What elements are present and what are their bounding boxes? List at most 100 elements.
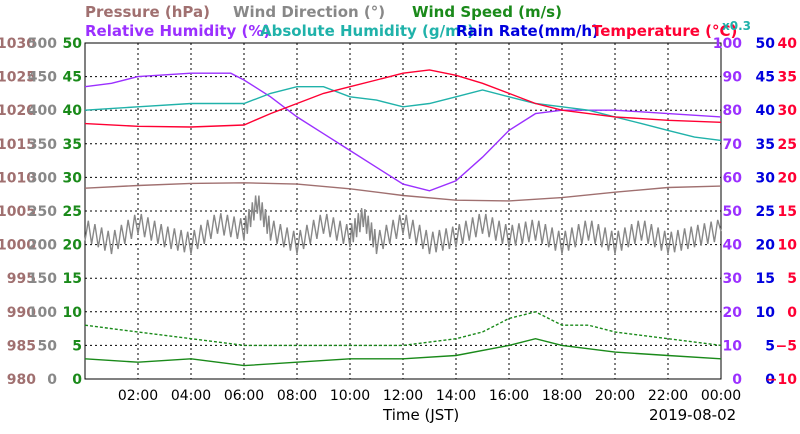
date-label: 2019-08-02 — [649, 406, 736, 424]
left-tick-label-wind-speed: 45 — [63, 70, 82, 86]
x-tick-label: 06:00 — [224, 388, 264, 404]
left-tick-label-wind-direction: 300 — [28, 170, 57, 186]
left-axes: 1030102510201015101010051000995990985980… — [0, 36, 82, 388]
right-tick-label-rain-rate: 0 — [765, 372, 775, 388]
left-tick-label-pressure: 1020 — [0, 103, 36, 119]
series-line-wind-direction — [84, 195, 722, 255]
right-tick-label-relative-humidity: 0 — [732, 372, 742, 388]
left-tick-label-wind-direction: 200 — [28, 238, 57, 254]
right-tick-label-rain-rate: 40 — [756, 103, 776, 119]
right-tick-label-relative-humidity: 10 — [723, 338, 743, 354]
right-tick-label-rain-rate: 10 — [756, 305, 776, 321]
left-tick-label-wind-speed: 20 — [63, 238, 83, 254]
left-tick-label-wind-speed: 35 — [63, 137, 82, 153]
left-tick-label-wind-speed: 15 — [63, 271, 82, 287]
right-tick-label-temperature: −10 — [766, 372, 797, 388]
left-tick-label-wind-speed: 5 — [72, 338, 82, 354]
right-tick-label-rain-rate: 30 — [756, 170, 776, 186]
series — [84, 69, 722, 367]
left-tick-label-pressure: 1025 — [0, 70, 36, 86]
right-tick-label-temperature: 10 — [778, 238, 798, 254]
right-axes: 1009080706050403020100504540353025201510… — [713, 36, 797, 388]
x-tick-label: 18:00 — [542, 388, 582, 404]
left-tick-label-pressure: 1005 — [0, 204, 36, 220]
x-tick-label: 10:00 — [330, 388, 370, 404]
right-tick-label-relative-humidity: 50 — [723, 204, 743, 220]
right-tick-label-temperature: 30 — [778, 103, 798, 119]
legend-wind-direction: Wind Direction (°) — [233, 3, 385, 21]
left-tick-label-pressure: 1015 — [0, 137, 36, 153]
series-line-wind-speed-gust-m-s — [84, 311, 722, 347]
right-tick-label-temperature: 20 — [778, 170, 798, 186]
x-axis-title: Time (JST) — [382, 406, 459, 424]
legend-relative-humidity: Relative Humidity (%) — [85, 22, 270, 40]
right-tick-label-relative-humidity: 30 — [723, 271, 743, 287]
left-tick-label-wind-direction: 500 — [28, 36, 57, 52]
left-tick-label-wind-speed: 40 — [63, 103, 83, 119]
right-tick-label-temperature: 40 — [778, 36, 798, 52]
right-tick-label-temperature: 15 — [778, 204, 797, 220]
right-tick-label-rain-rate: 15 — [756, 271, 775, 287]
x-tick-label: 04:00 — [171, 388, 211, 404]
x-tick-label: 20:00 — [595, 388, 635, 404]
left-tick-label-pressure: 990 — [7, 305, 36, 321]
left-tick-label-pressure: 980 — [7, 372, 36, 388]
right-tick-label-temperature: 25 — [778, 137, 797, 153]
right-tick-label-rain-rate: 5 — [765, 338, 775, 354]
left-tick-label-wind-direction: 0 — [47, 372, 57, 388]
right-tick-label-rain-rate: 45 — [756, 70, 775, 86]
abs-humidity-scale-label: x0.3 — [722, 19, 751, 33]
legend-rain-rate: Rain Rate(mm/h) — [456, 22, 599, 40]
left-tick-label-wind-direction: 250 — [28, 204, 57, 220]
series-line-relative-humidity — [84, 72, 722, 192]
right-tick-label-rain-rate: 50 — [756, 36, 776, 52]
x-tick-label: 12:00 — [383, 388, 423, 404]
left-tick-label-wind-speed: 30 — [63, 170, 83, 186]
legend-temperature: Temperature (°C) — [592, 22, 737, 40]
right-tick-label-relative-humidity: 80 — [723, 103, 743, 119]
x-tick-label: 00:00 — [701, 388, 741, 404]
legend-absolute-humidity: Absolute Humidity (g/m³) — [260, 22, 474, 40]
right-tick-label-temperature: −5 — [776, 338, 797, 354]
series-line-wind-speed-m-s — [84, 337, 722, 367]
right-tick-label-rain-rate: 20 — [756, 238, 776, 254]
right-tick-label-relative-humidity: 40 — [723, 238, 743, 254]
plot-area — [84, 42, 722, 380]
left-tick-label-wind-speed: 25 — [63, 204, 82, 220]
left-tick-label-wind-direction: 100 — [28, 305, 57, 321]
left-tick-label-pressure: 985 — [7, 338, 36, 354]
left-tick-label-wind-speed: 50 — [63, 36, 83, 52]
right-tick-label-relative-humidity: 100 — [713, 36, 742, 52]
right-tick-label-relative-humidity: 20 — [723, 305, 743, 321]
series-line-pressure-hpa — [84, 182, 722, 202]
right-tick-label-temperature: 35 — [778, 70, 797, 86]
x-tick-label: 22:00 — [648, 388, 688, 404]
left-tick-label-wind-direction: 50 — [38, 338, 58, 354]
right-tick-label-relative-humidity: 70 — [723, 137, 743, 153]
left-tick-label-wind-speed: 0 — [72, 372, 82, 388]
right-tick-label-rain-rate: 25 — [756, 204, 775, 220]
left-tick-label-pressure: 995 — [7, 271, 36, 287]
series-line-absolute-humidity-g-m — [84, 86, 722, 142]
grid — [85, 43, 721, 379]
x-axis: 02:00 04:00 06:00 08:00 10:00 12:00 14:00 16:00… — [118, 388, 741, 404]
left-tick-label-pressure: 1010 — [0, 170, 36, 186]
x-tick-label: 02:00 — [118, 388, 158, 404]
x-tick-label: 14:00 — [436, 388, 476, 404]
legend-wind-speed: Wind Speed (m/s) — [412, 3, 562, 21]
left-tick-label-wind-speed: 10 — [63, 305, 83, 321]
left-tick-label-pressure: 1030 — [0, 36, 36, 52]
left-tick-label-pressure: 1000 — [0, 238, 36, 254]
left-tick-label-wind-direction: 350 — [28, 137, 57, 153]
right-tick-label-temperature: 0 — [787, 305, 797, 321]
left-tick-label-wind-direction: 400 — [28, 103, 57, 119]
left-tick-label-wind-direction: 450 — [28, 70, 57, 86]
left-tick-label-wind-direction: 150 — [28, 271, 57, 287]
legend-pressure: Pressure (hPa) — [85, 3, 210, 21]
right-tick-label-relative-humidity: 60 — [723, 170, 743, 186]
right-tick-label-relative-humidity: 90 — [723, 70, 743, 86]
right-tick-label-temperature: 5 — [787, 271, 797, 287]
x-tick-label: 16:00 — [489, 388, 529, 404]
right-tick-label-rain-rate: 35 — [756, 137, 775, 153]
